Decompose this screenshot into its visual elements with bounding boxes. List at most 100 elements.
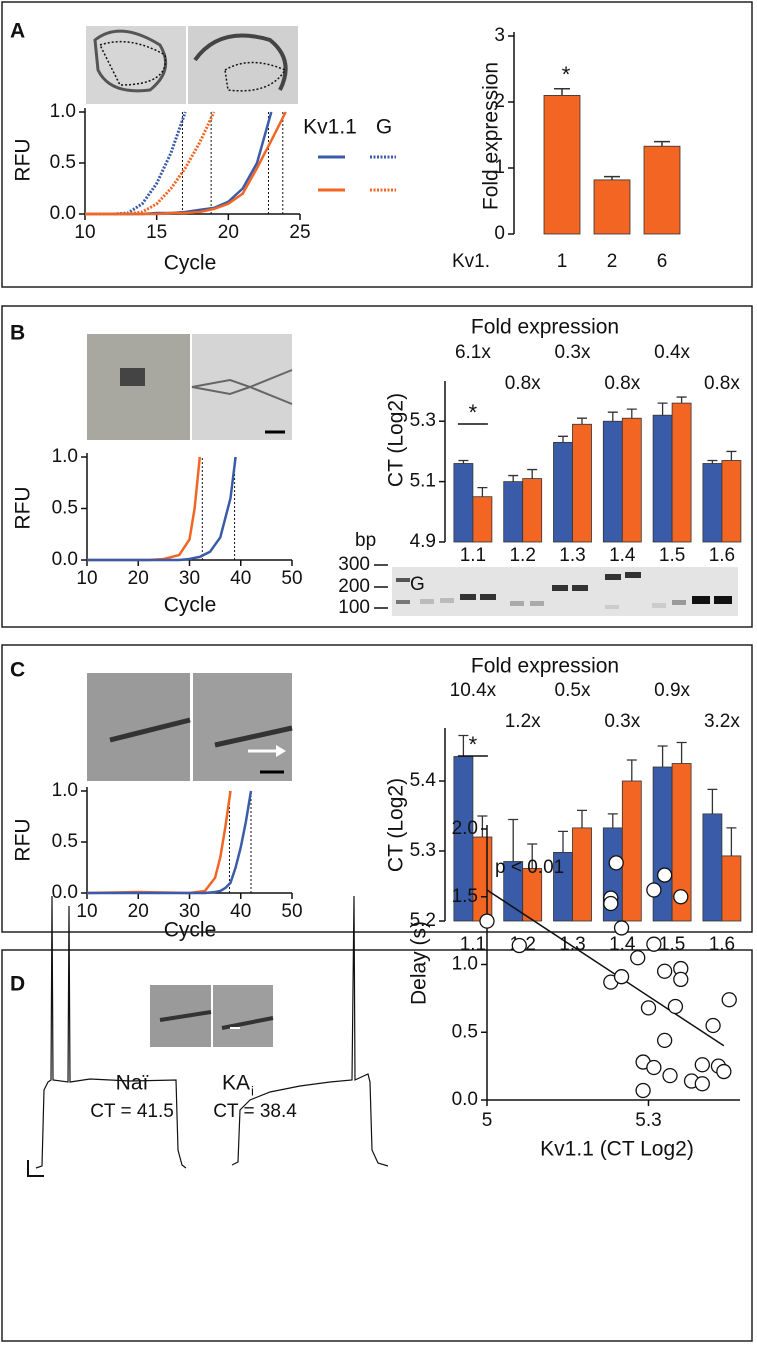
x-tick-label: 40 [230, 568, 251, 589]
legend-header: Kv1.1 [303, 116, 357, 139]
gel-size-label: 200 [338, 576, 370, 597]
legend-header: G [376, 116, 392, 139]
series-line [85, 111, 216, 216]
trace-label: KA [222, 1072, 250, 1095]
y-tick-label: 1.0 [52, 446, 78, 467]
bar [702, 463, 723, 543]
error-bar [554, 88, 570, 96]
gel-size-label: 300 [338, 554, 370, 575]
x-tick-label: 1.6 [709, 934, 735, 955]
series-line [87, 790, 253, 895]
panel-label: C [10, 659, 25, 682]
fold-label: 3.2x [704, 711, 740, 732]
y-axis-label: RFU [12, 138, 35, 181]
bar [652, 766, 673, 922]
y-tick-label: 1 [494, 157, 505, 178]
x-tick-label: 40 [230, 901, 251, 922]
scatter-point [646, 936, 662, 952]
significance: * [469, 732, 478, 757]
fold-label: 0.9x [654, 680, 690, 701]
fold-label: 0.8x [604, 373, 640, 394]
error-bar [607, 411, 618, 422]
x-tick-label: 1.4 [609, 545, 636, 566]
error-bar [458, 734, 469, 757]
gel-unit: bp [355, 530, 376, 551]
y-tick-label: 0.0 [452, 1089, 478, 1110]
scatter-point [511, 937, 527, 954]
scatter-point [646, 882, 662, 898]
fold-label: 0.3x [555, 342, 591, 363]
trace [27, 895, 389, 1177]
scatter-point [630, 950, 646, 966]
scatter-point [479, 913, 495, 929]
error-bar [558, 435, 568, 443]
error-bar [527, 468, 538, 479]
series-line [85, 111, 273, 216]
scatter-point [694, 1076, 710, 1092]
bar [472, 496, 493, 543]
y-tick-label: 0.5 [50, 152, 76, 173]
header: Fold expression [471, 316, 619, 339]
scatter-point [635, 1082, 651, 1099]
fold-label: 10.4x [450, 680, 497, 701]
significance: * [562, 62, 571, 87]
error-bar [477, 815, 488, 837]
x-tick-label: 1.5 [659, 934, 685, 955]
scatter-point [603, 895, 619, 912]
error-bar [726, 450, 737, 461]
scatter-point [646, 1059, 662, 1076]
bar [522, 478, 543, 543]
x-tick-label: 1.6 [709, 545, 735, 566]
error-bar [577, 809, 587, 828]
y-axis-label: RFU [12, 486, 35, 529]
panel-frame [1, 305, 753, 628]
x-prefix: Kv1. [452, 251, 490, 272]
y-tick-label: 0.5 [452, 1021, 478, 1042]
error-bar [657, 402, 668, 416]
y-tick-label: 0.5 [52, 831, 78, 852]
x-tick-label: 30 [179, 901, 200, 922]
scatter-point [640, 1000, 657, 1016]
scatter-point [608, 855, 624, 871]
x-tick-label: 1.1 [460, 934, 486, 955]
x-tick-label: 30 [179, 568, 200, 589]
error-bar [654, 140, 670, 147]
error-bar [558, 830, 568, 853]
significance: * [469, 400, 478, 425]
fold-label: 0.8x [704, 373, 740, 394]
series-line [85, 111, 187, 216]
y-tick-label: 2 [494, 91, 505, 112]
error-bar [707, 788, 718, 814]
bar [652, 414, 673, 543]
y-tick-label: 5.2 [410, 910, 436, 931]
scatter-point [716, 1063, 732, 1080]
bar [671, 402, 692, 543]
y-axis-label: CT (Log2) [385, 778, 408, 872]
bar [721, 460, 742, 543]
x-tick-label: 1.2 [509, 545, 535, 566]
bar [572, 423, 592, 543]
y-tick-label: 1.0 [50, 101, 76, 122]
y-tick-label: 5.4 [410, 770, 437, 791]
x-tick-label: 20 [128, 568, 149, 589]
annotation: p < 0.01 [495, 857, 564, 878]
fold-label: 0.5x [555, 680, 591, 701]
bar [702, 813, 723, 922]
scatter-point [662, 1067, 678, 1084]
error-bar [626, 408, 637, 419]
scatter-point [694, 1057, 710, 1073]
bar [621, 417, 642, 543]
x-tick-label: 1.3 [559, 545, 585, 566]
error-bar [607, 813, 618, 828]
y-tick-label: 1.5 [452, 886, 478, 907]
x-tick-label: 1.1 [460, 545, 486, 566]
x-tick-label: 5.3 [635, 1110, 661, 1131]
error-bar [477, 487, 488, 497]
error-bar [626, 759, 637, 781]
bar [472, 836, 493, 922]
series-line [87, 456, 202, 562]
scatter-point [673, 889, 689, 905]
bar [453, 463, 474, 543]
trace-label: Naï [116, 1072, 149, 1095]
panel-label: D [10, 973, 25, 996]
